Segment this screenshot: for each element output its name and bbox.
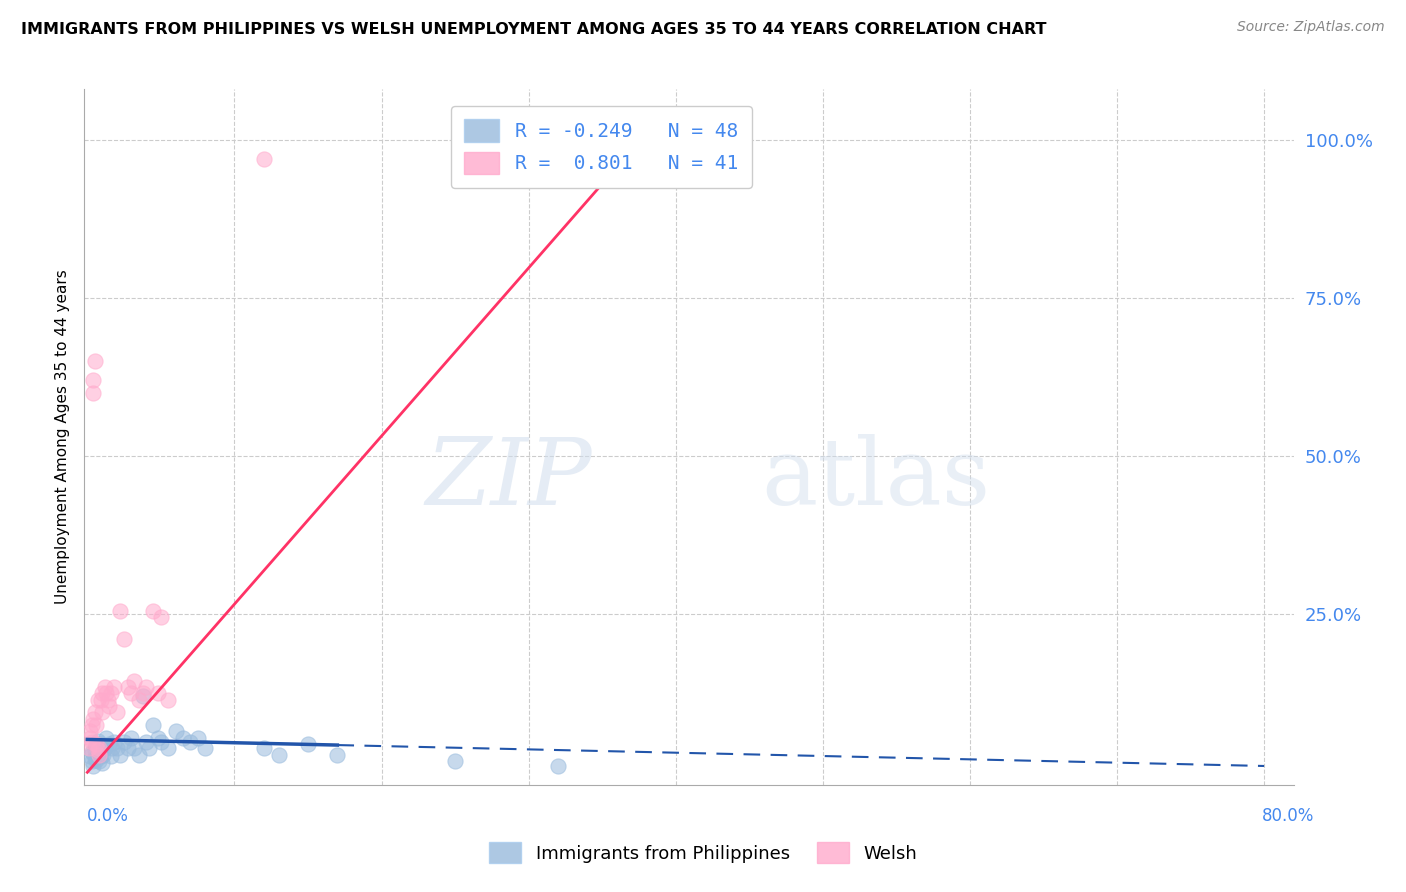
Point	[105, 741, 128, 756]
Point	[100, 686, 122, 700]
Point	[101, 741, 124, 756]
Point	[83, 354, 105, 368]
Point	[297, 737, 319, 751]
Point	[128, 747, 150, 762]
Point	[79, 724, 101, 739]
Text: atlas: atlas	[762, 434, 991, 524]
Point	[146, 731, 169, 745]
Point	[108, 604, 131, 618]
Point	[79, 749, 101, 764]
Point	[149, 735, 172, 749]
Point	[90, 749, 112, 764]
Point	[547, 139, 569, 153]
Point	[86, 733, 108, 747]
Point	[94, 680, 117, 694]
Point	[267, 747, 290, 762]
Point	[108, 747, 131, 762]
Point	[87, 747, 110, 762]
Point	[98, 698, 121, 713]
Point	[444, 754, 467, 768]
Text: IMMIGRANTS FROM PHILIPPINES VS WELSH UNEMPLOYMENT AMONG AGES 35 TO 44 YEARS CORR: IMMIGRANTS FROM PHILIPPINES VS WELSH UNE…	[21, 22, 1046, 37]
Point	[97, 692, 120, 706]
Point	[138, 741, 160, 756]
Point	[98, 737, 121, 751]
Point	[80, 718, 103, 732]
Point	[124, 673, 146, 688]
Point	[103, 735, 125, 749]
Point	[120, 731, 142, 745]
Point	[606, 148, 628, 162]
Point	[120, 686, 142, 700]
Point	[86, 743, 108, 757]
Point	[103, 680, 125, 694]
Point	[117, 741, 139, 756]
Point	[82, 385, 104, 400]
Point	[547, 759, 569, 773]
Point	[77, 741, 100, 756]
Point	[128, 692, 150, 706]
Point	[253, 152, 276, 166]
Point	[83, 705, 105, 719]
Point	[82, 759, 104, 773]
Point	[165, 724, 187, 739]
Point	[326, 747, 349, 762]
Point	[80, 745, 103, 759]
Point	[90, 692, 112, 706]
Point	[91, 743, 114, 757]
Point	[112, 735, 135, 749]
Text: 0.0%: 0.0%	[87, 807, 129, 825]
Point	[135, 680, 157, 694]
Point	[84, 718, 107, 732]
Point	[187, 731, 209, 745]
Point	[179, 735, 201, 749]
Legend: R = -0.249   N = 48, R =  0.801   N = 41: R = -0.249 N = 48, R = 0.801 N = 41	[451, 106, 752, 187]
Point	[132, 686, 155, 700]
Point	[84, 753, 107, 767]
Point	[157, 692, 180, 706]
Point	[84, 737, 107, 751]
Point	[86, 747, 108, 762]
Point	[100, 749, 122, 764]
Legend: Immigrants from Philippines, Welsh: Immigrants from Philippines, Welsh	[478, 831, 928, 874]
Point	[105, 705, 128, 719]
Point	[79, 731, 101, 745]
Point	[253, 741, 276, 756]
Point	[149, 610, 172, 624]
Point	[87, 741, 110, 756]
Point	[87, 754, 110, 768]
Point	[91, 756, 114, 770]
Point	[83, 743, 105, 757]
Point	[157, 741, 180, 756]
Point	[96, 731, 118, 745]
Point	[86, 692, 108, 706]
Point	[84, 739, 107, 753]
Point	[132, 690, 155, 704]
Point	[146, 686, 169, 700]
Point	[87, 741, 110, 756]
Point	[135, 735, 157, 749]
Point	[90, 737, 112, 751]
Text: Source: ZipAtlas.com: Source: ZipAtlas.com	[1237, 20, 1385, 34]
Point	[96, 686, 118, 700]
Point	[194, 741, 217, 756]
Text: ZIP: ZIP	[426, 434, 592, 524]
Point	[83, 751, 105, 765]
Point	[94, 741, 117, 756]
Text: 80.0%: 80.0%	[1263, 807, 1315, 825]
Point	[142, 718, 165, 732]
Point	[142, 604, 165, 618]
Point	[82, 712, 104, 726]
Point	[124, 741, 146, 756]
Point	[91, 705, 114, 719]
Point	[117, 680, 139, 694]
Y-axis label: Unemployment Among Ages 35 to 44 years: Unemployment Among Ages 35 to 44 years	[55, 269, 70, 605]
Point	[80, 754, 103, 768]
Point	[172, 731, 194, 745]
Point	[93, 747, 115, 762]
Point	[80, 735, 103, 749]
Point	[91, 686, 114, 700]
Point	[82, 373, 104, 387]
Point	[112, 632, 135, 647]
